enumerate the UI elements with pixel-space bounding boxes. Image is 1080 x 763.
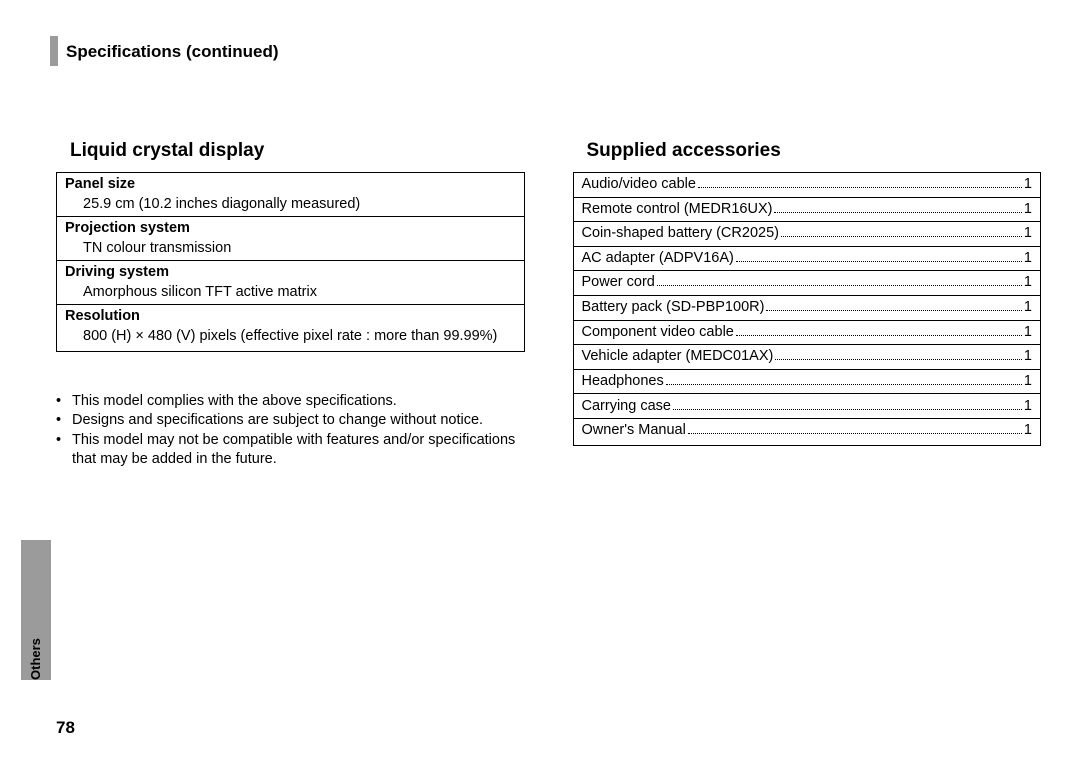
page-number: 78 [56,718,75,738]
accessory-row: Audio/video cable 1 [574,175,1041,195]
accessory-row: Component video cable 1 [574,320,1041,343]
right-column: Supplied accessories Audio/video cable 1… [573,140,1042,470]
page-header-title: Specifications (continued) [66,42,279,62]
leader-dots [673,396,1022,409]
accessory-qty: 1 [1024,273,1032,293]
accessory-row: Power cord 1 [574,270,1041,293]
accessory-name: Audio/video cable [582,175,696,195]
accessory-row: Headphones 1 [574,369,1041,392]
accessory-name: Battery pack (SD-PBP100R) [582,298,765,318]
accessory-name: Coin-shaped battery (CR2025) [582,224,779,244]
spec-value: Amorphous silicon TFT active matrix [65,283,516,303]
leader-dots [688,421,1022,434]
accessory-name: Vehicle adapter (MEDC01AX) [582,347,774,367]
accessory-name: Component video cable [582,323,734,343]
left-column: Liquid crystal display Panel size25.9 cm… [56,140,525,470]
accessory-qty: 1 [1024,249,1032,269]
leader-dots [698,175,1022,188]
spec-label: Resolution [65,307,516,327]
note-text: This model complies with the above speci… [72,392,397,412]
notes-list: •This model complies with the above spec… [56,392,525,470]
accessory-qty: 1 [1024,323,1032,343]
accessory-row: Vehicle adapter (MEDC01AX) 1 [574,344,1041,367]
accessory-name: AC adapter (ADPV16A) [582,249,734,269]
spec-label: Panel size [65,175,516,195]
accessory-qty: 1 [1024,200,1032,220]
lcd-spec-table: Panel size25.9 cm (10.2 inches diagonall… [56,172,525,352]
accessory-qty: 1 [1024,397,1032,417]
side-label: Others [28,638,43,680]
spec-row: Panel size25.9 cm (10.2 inches diagonall… [57,175,524,214]
accessory-row: Battery pack (SD-PBP100R) 1 [574,295,1041,318]
accessory-name: Owner's Manual [582,421,686,441]
accessory-qty: 1 [1024,421,1032,441]
spec-row: Resolution800 (H) × 480 (V) pixels (effe… [57,304,524,346]
note-line: •This model may not be compatible with f… [56,431,525,470]
bullet-icon: • [56,392,72,412]
spec-label: Driving system [65,263,516,283]
leader-dots [736,249,1022,262]
accessory-name: Headphones [582,372,664,392]
spec-value: TN colour transmission [65,239,516,259]
accessory-qty: 1 [1024,224,1032,244]
leader-dots [774,200,1021,213]
spec-row: Driving systemAmorphous silicon TFT acti… [57,260,524,302]
note-text: This model may not be compatible with fe… [72,431,525,470]
leader-dots [775,347,1022,360]
leader-dots [781,224,1022,237]
accessory-name: Power cord [582,273,655,293]
leader-dots [736,323,1022,336]
accessory-name: Carrying case [582,397,671,417]
bullet-icon: • [56,411,72,431]
accessory-qty: 1 [1024,298,1032,318]
accessory-row: Carrying case 1 [574,393,1041,416]
accessory-row: Owner's Manual 1 [574,418,1041,441]
header-accent-bar [50,36,58,66]
leader-dots [657,273,1022,286]
accessories-heading: Supplied accessories [587,140,1042,162]
accessory-qty: 1 [1024,175,1032,195]
accessory-row: AC adapter (ADPV16A) 1 [574,246,1041,269]
spec-row: Projection systemTN colour transmission [57,216,524,258]
spec-value: 800 (H) × 480 (V) pixels (effective pixe… [65,327,516,347]
lcd-heading: Liquid crystal display [70,140,525,162]
leader-dots [666,372,1022,385]
accessory-row: Remote control (MEDR16UX) 1 [574,197,1041,220]
note-text: Designs and specifications are subject t… [72,411,483,431]
spec-label: Projection system [65,219,516,239]
accessory-row: Coin-shaped battery (CR2025) 1 [574,221,1041,244]
content-columns: Liquid crystal display Panel size25.9 cm… [56,140,1041,470]
note-line: •This model complies with the above spec… [56,392,525,412]
accessory-qty: 1 [1024,372,1032,392]
leader-dots [766,298,1021,311]
accessory-qty: 1 [1024,347,1032,367]
accessories-table: Audio/video cable 1Remote control (MEDR1… [573,172,1042,446]
bullet-icon: • [56,431,72,470]
spec-value: 25.9 cm (10.2 inches diagonally measured… [65,195,516,215]
accessory-name: Remote control (MEDR16UX) [582,200,773,220]
note-line: •Designs and specifications are subject … [56,411,525,431]
